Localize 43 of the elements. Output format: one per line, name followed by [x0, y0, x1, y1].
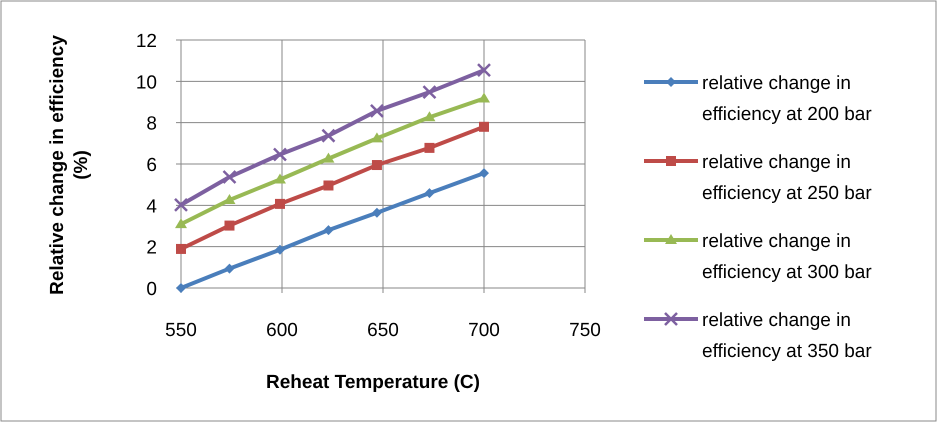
legend-label: relative change in efficiency at 300 bar	[702, 231, 872, 283]
point	[175, 218, 187, 228]
point	[321, 128, 336, 143]
point	[424, 188, 434, 198]
point	[423, 111, 436, 122]
point	[176, 244, 186, 254]
y-tick-label: 2	[146, 238, 157, 259]
point	[274, 244, 285, 255]
point	[478, 92, 490, 102]
y-tick-label: 12	[136, 31, 157, 52]
y-tick-label: 6	[146, 155, 157, 176]
point	[479, 122, 489, 132]
point	[274, 198, 285, 209]
point	[323, 225, 334, 236]
x-tick-label: 700	[468, 320, 500, 341]
y-tick-label: 8	[146, 114, 157, 135]
point	[176, 283, 186, 293]
point	[222, 170, 237, 184]
point	[372, 160, 382, 170]
point	[479, 168, 489, 178]
y-tick-label: 4	[146, 196, 158, 218]
point	[322, 152, 334, 163]
x-tick-label: 600	[266, 320, 298, 341]
y-axis-title: Relative change in efficiency (%)	[47, 34, 92, 295]
x-tick-label: 550	[165, 320, 197, 341]
point	[476, 62, 492, 78]
point	[372, 208, 382, 218]
x-axis-title: Reheat Temperature (C)	[266, 372, 480, 393]
point	[224, 220, 234, 231]
legend-label: relative change in efficiency at 250 bar	[702, 152, 872, 204]
point	[272, 147, 288, 162]
y-tick-label: 0	[146, 279, 157, 300]
point	[370, 104, 384, 118]
point	[424, 142, 434, 153]
point	[323, 180, 334, 190]
point	[422, 84, 437, 100]
point	[224, 264, 234, 274]
point	[174, 198, 188, 212]
x-tick-label: 750	[569, 320, 601, 341]
x-tick-label: 650	[367, 320, 399, 341]
legend-label: relative change in efficiency at 200 bar	[702, 73, 872, 125]
legend-label: relative change in efficiency at 350 bar	[702, 310, 872, 362]
y-tick-label: 10	[136, 72, 157, 94]
